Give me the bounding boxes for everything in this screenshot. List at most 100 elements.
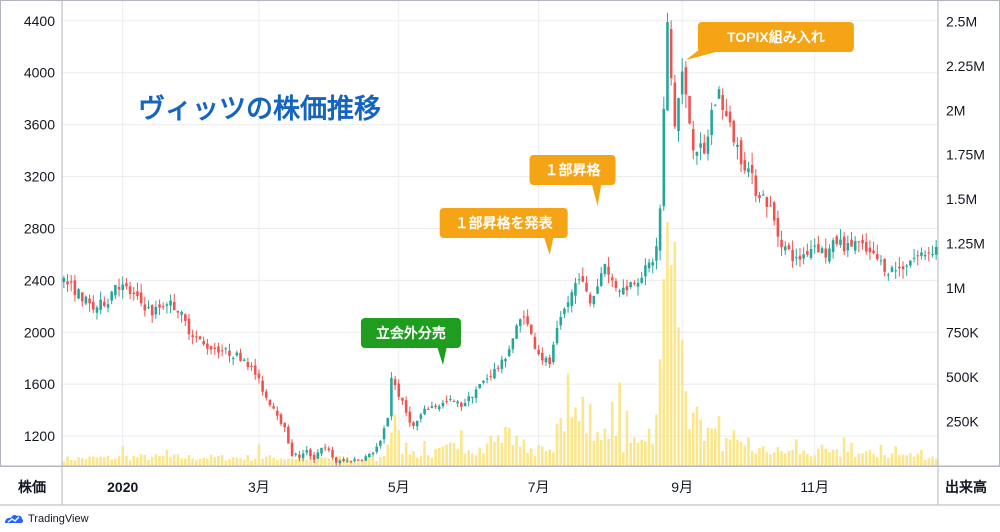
candle-body <box>379 440 382 446</box>
volume-bar <box>132 455 136 466</box>
candle-body <box>493 368 496 379</box>
volume-bar <box>555 423 559 466</box>
candle-body <box>206 343 209 349</box>
volume-bar <box>401 454 404 466</box>
volume-bar <box>839 456 842 466</box>
candle-body <box>901 266 905 270</box>
volume-bar <box>471 453 474 466</box>
volume-bar <box>128 460 132 466</box>
candle-body <box>765 197 769 207</box>
volume-axis-label: 出来高 <box>945 479 987 495</box>
candle-body <box>820 248 824 254</box>
candle-body <box>504 358 507 362</box>
candle-body <box>934 246 938 255</box>
candle-body <box>434 405 437 408</box>
candle-body <box>813 245 816 247</box>
candle-body <box>449 398 452 400</box>
volume-bar <box>629 442 632 466</box>
candle-body <box>456 401 459 404</box>
volume-bar <box>853 457 857 466</box>
volume-bar <box>787 450 791 466</box>
volume-bar <box>879 444 883 466</box>
time-tick-label: 5月 <box>388 479 410 495</box>
volume-bar <box>342 459 345 466</box>
volume-bar <box>158 455 161 466</box>
volume-bar <box>165 449 169 466</box>
candle-body <box>132 292 136 295</box>
candle-body <box>312 454 316 460</box>
annotation-text: １部昇格を発表 <box>455 215 554 231</box>
candle-body <box>761 194 765 196</box>
volume-bar <box>460 430 463 466</box>
volume-bar <box>927 458 931 466</box>
volume-bar <box>894 446 897 466</box>
volume-bar <box>176 454 180 466</box>
candle-body <box>710 110 713 136</box>
candle-body <box>610 277 614 281</box>
candle-body <box>364 456 367 461</box>
candle-body <box>264 391 268 398</box>
volume-bar <box>382 455 386 466</box>
candle-body <box>165 304 169 306</box>
volume-bar <box>434 449 437 466</box>
candle-body <box>795 257 798 259</box>
volume-bar <box>636 442 640 466</box>
volume-bar <box>301 457 305 466</box>
candle-body <box>625 286 629 291</box>
candle-body <box>909 260 912 266</box>
candle-body <box>390 377 393 417</box>
candle-body <box>489 376 493 378</box>
candle-body <box>125 283 128 287</box>
volume-bar <box>154 454 158 466</box>
volume-bar <box>828 452 831 466</box>
volume-bar <box>375 461 378 466</box>
candle-body <box>518 319 522 326</box>
annotation-callout: １部昇格 <box>529 155 616 206</box>
event-annotations: 立会外分売 １部昇格を発表 １部昇格 TOPIX組み入れ <box>360 22 854 365</box>
candle-body <box>99 299 102 310</box>
candle-body <box>714 104 717 106</box>
price-tick-label: 2800 <box>24 220 55 236</box>
volume-bar <box>710 428 713 466</box>
annotation-text: 立会外分売 <box>376 325 446 341</box>
volume-bar <box>813 455 816 466</box>
candle-body <box>257 373 261 379</box>
price-tick-label: 2400 <box>24 272 55 288</box>
candle-body <box>327 448 331 451</box>
volume-bar <box>765 452 769 466</box>
candle-body <box>231 358 235 360</box>
volume-bar <box>658 359 662 466</box>
candle-body <box>622 287 625 295</box>
candle-body <box>533 336 537 349</box>
volume-bar <box>117 456 121 466</box>
volume-bar <box>500 442 504 466</box>
candle-body <box>787 245 791 250</box>
volume-bar <box>585 433 588 466</box>
candle-body <box>397 383 401 397</box>
time-tick-label: 3月 <box>248 479 270 495</box>
candle-body <box>272 406 275 409</box>
volume-bar <box>868 449 872 466</box>
volume-bar <box>754 453 758 466</box>
volume-bar <box>769 454 772 466</box>
volume-bar <box>861 453 864 466</box>
candle-body <box>640 277 643 283</box>
volume-bar <box>430 457 434 466</box>
volume-bar <box>706 427 710 466</box>
annotation-callout: TOPIX組み入れ <box>685 22 854 60</box>
candle-body <box>437 406 441 410</box>
volume-bar <box>463 453 467 466</box>
volume-bar <box>485 443 489 466</box>
candle-body <box>883 258 886 272</box>
candle-body <box>91 302 95 310</box>
volume-bar <box>772 452 776 466</box>
candle-body <box>817 244 820 253</box>
candle-body <box>430 406 434 408</box>
volume-bar <box>139 454 143 466</box>
volume-bar <box>633 437 636 466</box>
volume-bar <box>287 458 290 466</box>
candle-body <box>500 359 504 369</box>
volume-bar <box>714 428 717 466</box>
volume-bar <box>566 373 570 466</box>
candle-body <box>592 295 596 305</box>
